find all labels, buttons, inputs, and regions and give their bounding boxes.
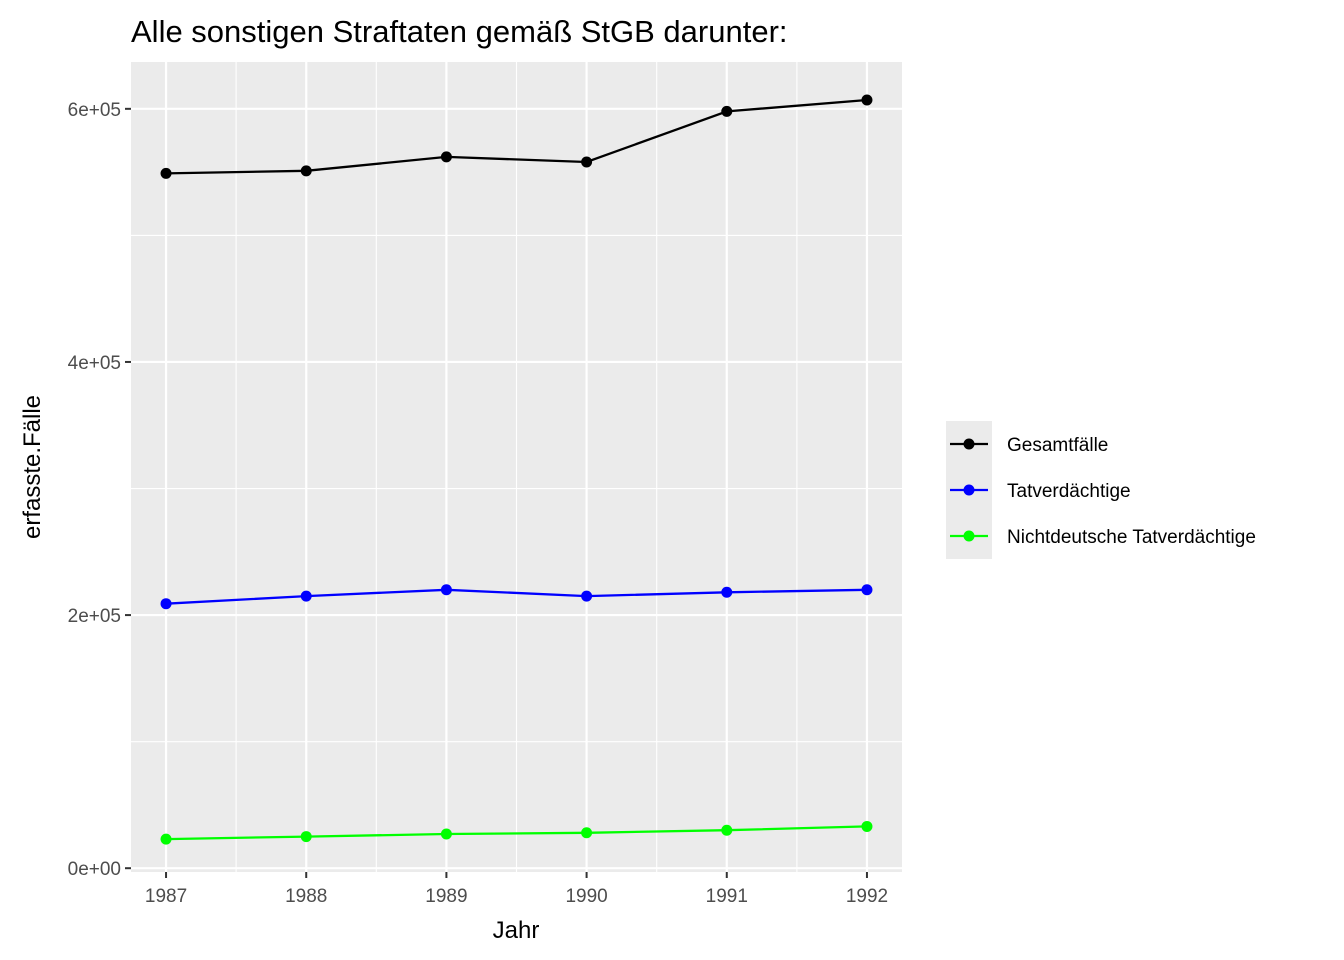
x-axis-title: Jahr <box>493 917 540 944</box>
series-layer <box>160 94 873 845</box>
data-point <box>440 584 452 596</box>
y-axis-title: erfasste.Fälle <box>19 395 46 539</box>
series-line <box>165 588 868 605</box>
legend-key-point <box>963 530 975 542</box>
x-tick-label: 1991 <box>706 886 748 907</box>
data-point <box>581 156 593 168</box>
legend-label: Gesamtfälle <box>1007 435 1108 456</box>
x-tick-label: 1987 <box>145 886 187 907</box>
series-line <box>165 825 868 841</box>
chart-title: Alle sonstigen Straftaten gemäß StGB dar… <box>131 14 788 49</box>
data-point <box>721 105 733 117</box>
x-tick-label: 1989 <box>425 886 467 907</box>
legend-label: Tatverdächtige <box>1007 481 1131 502</box>
data-point <box>721 824 733 836</box>
data-point <box>300 590 312 602</box>
data-point <box>440 828 452 840</box>
data-point <box>160 833 172 845</box>
series-line <box>165 98 868 175</box>
legend-key-point <box>963 484 975 496</box>
major-gridlines <box>131 62 902 872</box>
data-point <box>160 167 172 179</box>
data-point <box>300 831 312 843</box>
data-point <box>861 584 873 596</box>
x-tick-label: 1988 <box>285 886 327 907</box>
y-tick-label: 6e+05 <box>68 100 121 121</box>
y-tick-label: 2e+05 <box>68 606 121 627</box>
data-point <box>581 590 593 602</box>
y-axis: 0e+00 2e+05 4e+05 6e+05 <box>68 100 131 880</box>
x-tick-label: 1992 <box>846 886 888 907</box>
data-point <box>721 586 733 598</box>
x-tick-label: 1990 <box>565 886 607 907</box>
legend: Gesamtfälle Tatverdächtige Nichtdeutsche T… <box>946 421 1256 559</box>
minor-gridlines <box>131 62 902 872</box>
legend-label: Nichtdeutsche Tatverdächtige <box>1007 527 1256 548</box>
data-point <box>440 151 452 163</box>
data-point <box>861 820 873 832</box>
y-tick-label: 0e+00 <box>68 859 121 880</box>
x-axis: 1987 1988 1989 1990 1991 1992 <box>145 872 888 907</box>
data-point <box>160 598 172 610</box>
legend-key-point <box>963 438 975 450</box>
y-tick-label: 4e+05 <box>68 353 121 374</box>
data-point <box>581 827 593 839</box>
data-point <box>861 94 873 106</box>
data-point <box>300 165 312 177</box>
